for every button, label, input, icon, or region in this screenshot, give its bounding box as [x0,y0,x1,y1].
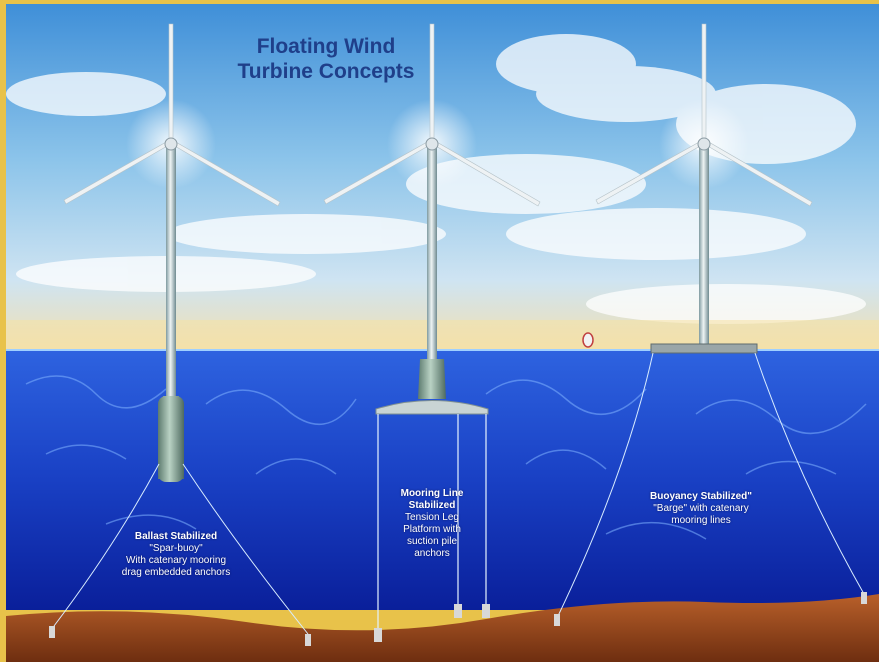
hub [425,137,439,151]
label-heading: Stabilized [408,500,456,511]
tower [427,144,437,359]
title-line-1: Floating Wind [256,35,396,58]
seabed [6,594,879,662]
mooring-lines [557,352,865,617]
hub [164,137,178,151]
diagram-title: Floating Wind Turbine Concepts [206,34,446,84]
title-line-2: Turbine Concepts [237,60,415,83]
rotor [323,23,541,207]
label-buoyancy-stabilized: Buoyancy Stabilized" "Barge" with catena… [626,491,776,527]
turbine-barge [554,23,867,626]
tlp-platform [375,400,489,415]
tower [699,144,709,346]
label-line: anchors [414,548,450,559]
label-line: Platform with [403,524,461,535]
anchors [554,592,867,626]
label-heading: Ballast Stabilized [134,531,218,542]
label-line: Tension Leg [405,512,459,523]
water-caustics [25,375,867,540]
label-line: suction pile [406,536,458,547]
tlp-column [418,359,446,399]
label-line: With catenary mooring [125,555,227,566]
label-heading: Mooring Line [400,488,464,499]
label-heading: Buoyancy Stabilized" [650,491,752,502]
mooring-lines [53,463,309,635]
label-line: mooring lines [671,515,731,526]
label-line: drag embedded anchors [121,567,231,578]
marker-buoy [582,332,594,348]
suction-piles [374,604,490,642]
hub [697,137,711,151]
label-mooring-line-stabilized: Mooring Line Stabilized Tension Leg Plat… [382,488,482,560]
anchors [49,626,311,646]
label-line: "Spar-buoy" [149,543,203,554]
rotor [63,23,281,207]
label-line: "Barge" with catenary [653,503,749,514]
diagram-scene [6,4,879,662]
barge [650,343,758,354]
diagram-frame: Floating Wind Turbine Concepts Ballast S… [6,4,879,662]
turbine-tension-leg [323,23,541,642]
tendons [377,414,487,632]
label-ballast-stabilized: Ballast Stabilized "Spar-buoy" With cate… [101,531,251,579]
turbine-spar-buoy [49,23,311,646]
spar-buoy [158,396,184,482]
tower [166,144,176,396]
